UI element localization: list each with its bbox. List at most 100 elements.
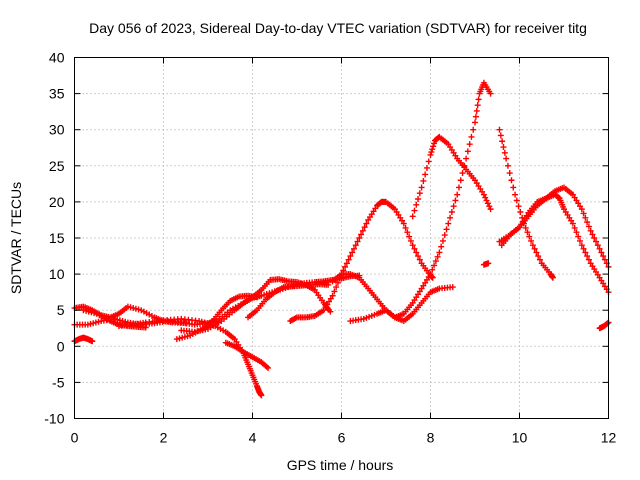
data-point [549, 274, 556, 281]
data-point [427, 271, 434, 278]
y-tick-label: 5 [57, 302, 65, 318]
data-point [413, 249, 420, 256]
data-point [475, 96, 482, 103]
data-point [596, 245, 603, 252]
data-point [585, 256, 592, 263]
data-point [450, 203, 457, 210]
y-tick-label: 10 [49, 266, 65, 282]
series-track-13 [347, 284, 456, 325]
data-point [449, 284, 456, 291]
data-point [487, 206, 494, 213]
data-point [400, 220, 407, 227]
data-point [535, 253, 542, 260]
y-tick-label: 35 [49, 86, 65, 102]
data-point [577, 237, 584, 244]
y-tick-label: -5 [52, 374, 65, 390]
data-point [455, 184, 462, 191]
data-point [457, 177, 464, 184]
data-point [411, 207, 418, 214]
data-point [404, 229, 411, 236]
data-point [526, 233, 533, 240]
data-point [452, 197, 459, 204]
data-point [422, 171, 429, 178]
data-point [529, 242, 536, 249]
series-track-15 [496, 126, 556, 281]
x-tick-label: 2 [160, 430, 168, 446]
data-point [483, 197, 490, 204]
data-point [432, 258, 439, 265]
data-point [343, 260, 350, 267]
data-point [600, 253, 607, 260]
x-axis-label: GPS time / hours [287, 457, 394, 473]
data-point [482, 194, 489, 201]
data-point [569, 220, 576, 227]
data-point [431, 140, 438, 147]
data-series [71, 79, 612, 399]
data-point [425, 158, 432, 165]
y-tick-label: 15 [49, 230, 65, 246]
data-point [342, 263, 349, 270]
data-point [470, 126, 477, 133]
data-point [536, 256, 543, 263]
data-point [431, 262, 438, 269]
data-point [428, 149, 435, 156]
data-point [589, 231, 596, 238]
data-point [415, 253, 422, 260]
data-point [333, 284, 340, 291]
data-point [472, 113, 479, 120]
data-point [571, 224, 578, 231]
data-point [513, 197, 520, 204]
data-point [89, 338, 96, 345]
x-tick-label: 10 [512, 430, 528, 446]
data-point [463, 155, 470, 162]
x-tick-label: 0 [71, 430, 79, 446]
data-point [429, 266, 436, 273]
chart-title: Day 056 of 2023, Sidereal Day-to-day VTE… [89, 20, 587, 36]
data-point [420, 177, 427, 184]
data-point [407, 237, 414, 244]
data-point [533, 249, 540, 256]
data-point [411, 245, 418, 252]
y-tick-label: 25 [49, 158, 65, 174]
y-tick-label: 40 [49, 50, 65, 66]
y-tick-label: -10 [44, 411, 64, 427]
data-point [429, 146, 436, 153]
data-point [354, 238, 361, 245]
data-point [459, 170, 466, 177]
series-track-18 [496, 184, 612, 270]
axes: 0 2 4 6 8 10 12 -10 -5 0 5 10 15 20 25 30 35 40 [44, 50, 616, 446]
data-point [517, 209, 524, 216]
y-tick-label: 30 [49, 122, 65, 138]
data-point [350, 245, 357, 252]
data-point [443, 226, 450, 233]
series-track-10 [245, 281, 332, 321]
data-point [485, 260, 492, 267]
y-tick-label: 20 [49, 194, 65, 210]
data-point [434, 253, 441, 260]
data-point [496, 126, 503, 133]
data-point [580, 210, 587, 217]
data-point [578, 206, 585, 213]
data-point [594, 242, 601, 249]
series-track-12 [329, 79, 494, 321]
data-point [334, 279, 341, 286]
data-point [415, 196, 422, 203]
data-point [439, 237, 446, 244]
data-point [325, 281, 332, 288]
data-point [503, 155, 510, 162]
data-point [427, 151, 434, 158]
data-point [356, 235, 363, 241]
data-point [359, 227, 366, 234]
data-point [510, 184, 517, 191]
data-point [512, 191, 519, 198]
data-point [497, 132, 504, 139]
data-point [515, 203, 522, 210]
data-point [347, 253, 354, 260]
data-point [329, 292, 336, 299]
data-point [436, 249, 443, 256]
data-point [361, 224, 368, 231]
x-tick-label: 8 [427, 430, 435, 446]
x-tick-label: 4 [249, 430, 257, 446]
series-track-17 [480, 260, 492, 268]
